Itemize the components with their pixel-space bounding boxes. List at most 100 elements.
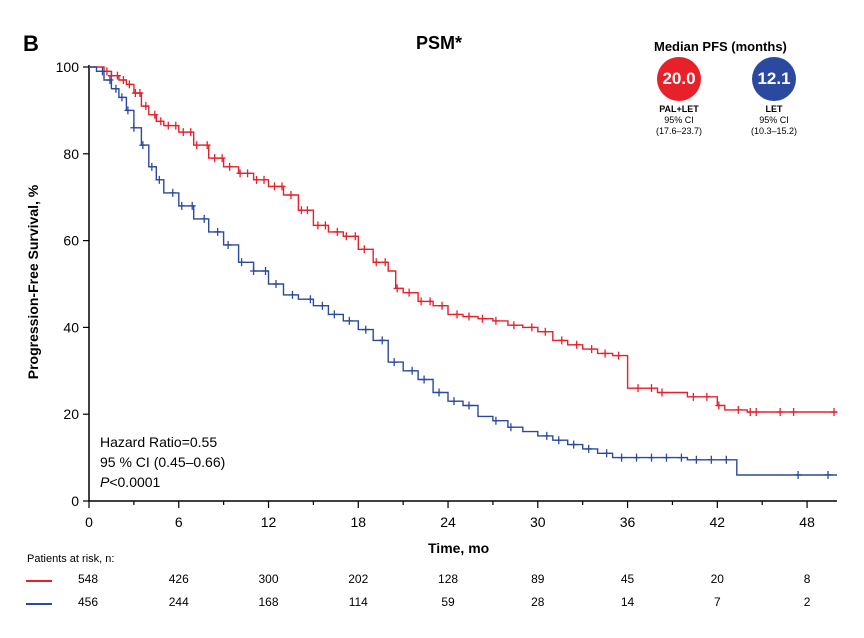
censor-mark-pal-let: [478, 314, 486, 323]
censor-mark-let: [345, 316, 353, 325]
censor-mark-pal-let: [752, 408, 760, 417]
y-tick-label: 100: [56, 59, 80, 75]
censor-mark-pal-let: [381, 258, 389, 267]
risk-count-pal-let: 20: [710, 572, 724, 586]
x-tick-label: 42: [710, 514, 726, 530]
censor-mark-let: [662, 453, 670, 462]
chart-title: PSM*: [416, 33, 463, 53]
ci-range: (10.3–15.2): [750, 126, 798, 136]
censor-mark-pal-let: [151, 110, 159, 119]
x-tick-label: 24: [440, 514, 456, 530]
censor-mark-pal-let: [601, 349, 609, 358]
ci-range: (17.6–23.7): [655, 126, 703, 136]
x-tick-label: 36: [620, 514, 636, 530]
censor-mark-pal-let: [426, 297, 434, 306]
censor-mark-let: [178, 201, 186, 210]
censor-mark-pal-let: [647, 384, 655, 393]
risk-count-pal-let: 426: [168, 572, 189, 586]
censor-mark-pal-let: [287, 191, 295, 200]
censor-mark-pal-let: [136, 89, 144, 98]
risk-count-pal-let: 89: [531, 572, 545, 586]
censor-mark-let: [435, 388, 443, 397]
censor-mark-let: [272, 280, 280, 288]
risk-count-let: 244: [168, 595, 189, 609]
censor-mark-pal-let: [303, 206, 311, 215]
y-tick-label: 20: [63, 406, 79, 422]
censor-mark-pal-let: [203, 141, 211, 150]
censor-mark-pal-let: [333, 227, 341, 236]
censor-mark-let: [200, 214, 208, 223]
censor-mark-pal-let: [405, 288, 413, 297]
censor-mark-pal-let: [510, 321, 518, 330]
censor-mark-pal-let: [113, 71, 121, 80]
censor-mark-pal-let: [715, 401, 723, 410]
censor-mark-pal-let: [372, 258, 380, 267]
censor-mark-pal-let: [453, 310, 461, 319]
censor-mark-let: [633, 453, 641, 462]
km-curve-let: [89, 66, 837, 476]
censor-mark-let: [238, 258, 246, 267]
y-tick-label: 0: [71, 493, 79, 509]
x-tick-label: 6: [175, 514, 183, 530]
censor-mark-pal-let: [226, 162, 234, 171]
censor-mark-let: [507, 423, 515, 432]
x-tick-label: 48: [799, 514, 815, 530]
censor-mark-pal-let: [107, 71, 115, 80]
censor-mark-let: [378, 336, 386, 345]
arm-name: LET: [765, 104, 783, 114]
censor-mark-pal-let: [278, 182, 286, 191]
confidence-interval: 95 % CI (0.45–0.66): [100, 454, 226, 470]
p-label: P: [100, 474, 110, 490]
censor-mark-pal-let: [211, 154, 219, 163]
x-axis-label: Time, mo: [428, 540, 490, 556]
censor-mark-let: [408, 366, 416, 375]
censor-mark-pal-let: [465, 312, 473, 321]
risk-count-pal-let: 128: [438, 572, 459, 586]
censor-mark-pal-let: [218, 154, 226, 163]
censor-mark-pal-let: [193, 141, 201, 150]
risk-count-pal-let: 45: [620, 572, 635, 586]
censor-mark-pal-let: [634, 384, 642, 393]
censor-mark-let: [330, 310, 338, 319]
median-badge-let: 12.1: [752, 57, 796, 101]
censor-mark-let: [692, 455, 700, 464]
median-label-pal-let: PAL+LET 95% CI (17.6–23.7): [639, 104, 719, 137]
risk-count-let: 2: [803, 595, 811, 609]
censor-mark-let: [306, 295, 314, 304]
risk-count-let: 7: [713, 595, 721, 609]
km-curve-pal-let: [89, 66, 837, 413]
censor-mark-let: [214, 227, 222, 236]
censor-mark-let: [390, 358, 398, 367]
censor-mark-pal-let: [360, 245, 368, 254]
risk-count-let: 168: [258, 595, 279, 609]
censor-mark-pal-let: [119, 76, 127, 85]
p-value-number: <0.0001: [109, 474, 161, 490]
censor-mark-pal-let: [790, 408, 798, 417]
censor-mark-let: [155, 175, 163, 184]
censor-mark-pal-let: [157, 117, 165, 126]
censor-mark-let: [148, 162, 156, 171]
censor-mark-pal-let: [244, 169, 252, 178]
risk-count-pal-let: 548: [77, 572, 99, 586]
censor-mark-pal-let: [689, 392, 697, 401]
median-pfs-title: Median PFS (months): [654, 39, 787, 54]
censor-mark-let: [112, 84, 120, 93]
median-label-let: LET 95% CI (10.3–15.2): [734, 104, 814, 137]
censor-mark-pal-let: [573, 340, 581, 349]
censor-mark-let: [169, 188, 177, 197]
panel-label: B: [23, 31, 39, 56]
ci-label: 95% CI: [759, 115, 789, 125]
censor-mark-let: [618, 453, 626, 462]
p-value: P<0.0001: [100, 472, 225, 492]
censor-mark-let: [585, 444, 593, 453]
censor-mark-pal-let: [271, 182, 279, 191]
censor-mark-pal-let: [703, 392, 711, 401]
censor-mark-pal-let: [615, 351, 623, 360]
risk-count-let: 456: [77, 595, 99, 609]
censor-mark-pal-let: [164, 121, 172, 130]
censor-mark-pal-let: [734, 405, 742, 414]
censor-mark-pal-let: [321, 221, 329, 230]
censor-mark-pal-let: [438, 301, 446, 310]
x-tick-label: 18: [350, 514, 366, 530]
